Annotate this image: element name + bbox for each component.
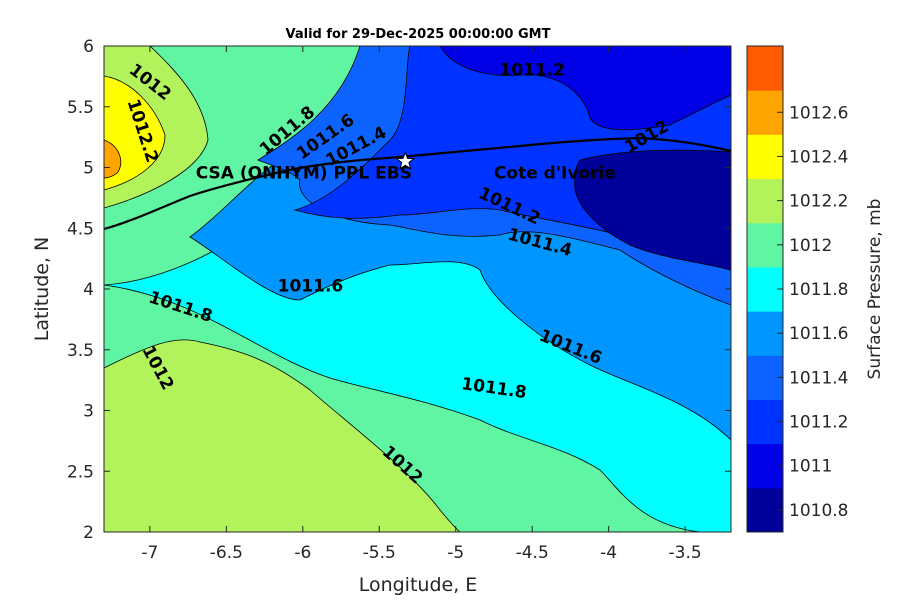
colorbar-tick-label: 1010.8 <box>789 501 848 521</box>
colorbar: 1010.8 1011 1011.2 1011.4 1011.6 1011.8 1012 10… <box>746 45 848 533</box>
y-tick-label: 4.5 <box>67 219 94 239</box>
y-tick-label: 2.5 <box>67 462 94 482</box>
y-tick-label: 4 <box>83 280 94 300</box>
y-tick-label: 6 <box>83 37 94 57</box>
colorbar-segment <box>747 46 783 91</box>
colorbar-tick-label: 1012.2 <box>789 192 848 212</box>
colorbar-tick-label: 1012.6 <box>789 103 848 123</box>
y-tick-label: 5.5 <box>67 98 94 118</box>
x-tick-label: -7 <box>141 543 158 563</box>
x-axis: -7 -6.5 -6 -5.5 -5 -4.5 -4 -3.5 <box>141 46 702 563</box>
band-1010.8-1011 <box>439 46 731 131</box>
coastline <box>104 136 731 231</box>
contour-label: 1011.6 <box>278 277 344 297</box>
colorbar-tick-label: 1011 <box>789 457 832 477</box>
colorbar-tick-label: 1011.4 <box>789 368 848 388</box>
band-below-1010.8 <box>574 149 731 271</box>
y-axis-label: Latitude, N <box>31 237 53 342</box>
colorbar-tick-label: 1012.4 <box>789 147 848 167</box>
contour-fills <box>104 46 731 532</box>
colorbar-tick-label: 1012 <box>789 236 832 256</box>
x-tick-label: -6.5 <box>210 543 243 563</box>
colorbar-label: Surface Pressure, mb <box>865 199 885 380</box>
y-tick-label: 2 <box>83 523 94 543</box>
x-tick-label: -3.5 <box>669 543 702 563</box>
colorbar-tick-label: 1011.6 <box>789 324 848 344</box>
y-tick-label: 3.5 <box>67 341 94 361</box>
x-tick-label: -5 <box>447 543 464 563</box>
y-tick-label: 3 <box>83 402 94 422</box>
map-annotations: CSA (ONHYM) PPL EBS Cote d'Ivorie <box>196 163 616 183</box>
x-tick-label: -4 <box>600 543 617 563</box>
y-axis: 2 2.5 3 3.5 4 4.5 5 5.5 6 <box>67 37 731 543</box>
map-annotation: CSA (ONHYM) PPL EBS <box>196 163 412 183</box>
contour-label: 1011.2 <box>499 60 565 80</box>
colorbar-tick-label: 1011.8 <box>789 280 848 300</box>
x-tick-label: -6 <box>294 543 311 563</box>
x-axis-label: Longitude, E <box>359 574 478 596</box>
band-1012-1012.2-south <box>104 339 461 532</box>
map-annotation: Cote d'Ivorie <box>494 163 616 183</box>
site-star-marker <box>395 150 416 170</box>
x-tick-label: -4.5 <box>516 543 549 563</box>
chart-title: Valid for 29-Dec-2025 00:00:00 GMT <box>286 27 551 42</box>
y-tick-label: 5 <box>83 159 94 179</box>
colorbar-tick-label: 1011.2 <box>789 413 848 433</box>
band-1012.4-1012.6 <box>104 139 122 179</box>
x-tick-label: -5.5 <box>363 543 396 563</box>
